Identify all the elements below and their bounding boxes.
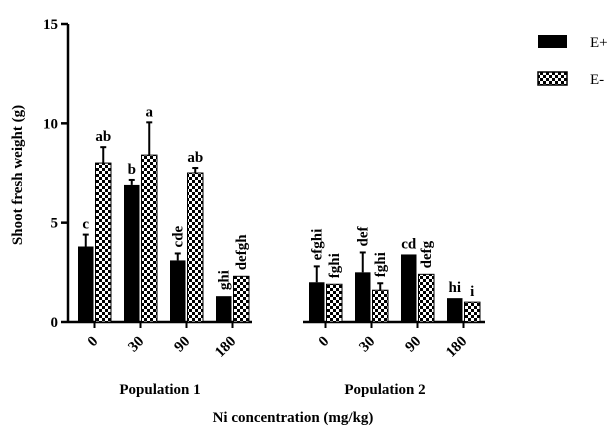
bar-population-1-30-e-plus	[124, 184, 140, 322]
significance-letter: fghi	[327, 253, 343, 278]
significance-letter: defgh	[234, 234, 250, 270]
bar-population-2-180-e-plus	[447, 298, 463, 322]
x-axis: 0 30 90 180 0 30 90 180	[68, 320, 485, 361]
significance-letter: def	[356, 225, 372, 246]
x-tick-label: 180	[443, 334, 470, 361]
significance-letter: ab	[187, 150, 203, 166]
legend-label-e-plus: E+	[590, 35, 608, 51]
x-tick-label: 180	[212, 334, 239, 361]
bar-population-2-0-e-minus	[326, 283, 343, 323]
bar-population-2-90-e-minus	[418, 273, 435, 323]
group-label-population-2: Population 2	[344, 382, 425, 398]
significance-letter: cd	[401, 236, 417, 252]
bar-population-1-30-e-minus	[141, 154, 158, 323]
significance-letter: cde	[171, 225, 187, 247]
legend-swatch-e-plus	[538, 35, 567, 48]
x-tick-label: 90	[171, 334, 193, 356]
x-tick-label: 0	[316, 334, 333, 351]
legend-swatch-e-minus	[537, 71, 568, 86]
significance-letter: c	[82, 217, 89, 233]
x-tick-label: 30	[356, 334, 378, 356]
significance-letter: hi	[448, 280, 461, 296]
significance-letter: fghi	[373, 252, 389, 277]
x-tick-label: 30	[125, 334, 147, 356]
bar-population-2-180-e-minus	[464, 301, 481, 323]
bar-population-2-90-e-plus	[401, 254, 417, 322]
group-label-population-1: Population 1	[119, 382, 200, 398]
bar-population-2-30-e-plus	[355, 272, 371, 322]
x-tick-label: 0	[85, 334, 102, 351]
significance-letter: efghi	[310, 229, 326, 261]
x-axis-label: Ni concentration (mg/kg)	[213, 410, 374, 426]
y-tick-label: 0	[51, 315, 59, 331]
bar-population-1-0-e-minus	[95, 162, 112, 323]
x-tick-label: 90	[402, 334, 424, 356]
bar-population-2-30-e-minus	[372, 289, 389, 323]
y-tick-label: 5	[51, 216, 59, 232]
legend: E+ E-	[537, 35, 608, 88]
bar-population-2-0-e-plus	[309, 282, 325, 322]
significance-letter: i	[470, 284, 474, 300]
bar-population-1-0-e-plus	[78, 246, 94, 322]
y-axis: 0 5 10 15	[43, 17, 70, 331]
y-axis-label: Shoot fresh weight (g)	[10, 105, 26, 245]
bar-population-1-180-e-minus	[233, 275, 250, 323]
significance-letter: ghi	[217, 270, 233, 290]
significance-letter: defg	[419, 240, 435, 268]
significance-letter: b	[128, 162, 136, 178]
bar-population-1-90-e-plus	[170, 260, 186, 322]
y-tick-label: 15	[43, 17, 58, 33]
significance-letter: a	[146, 104, 154, 120]
bar-population-1-180-e-plus	[216, 296, 232, 322]
y-tick-label: 10	[43, 116, 58, 132]
legend-label-e-minus: E-	[590, 72, 604, 88]
bar-population-1-90-e-minus	[187, 172, 204, 323]
significance-letter: ab	[95, 129, 111, 145]
